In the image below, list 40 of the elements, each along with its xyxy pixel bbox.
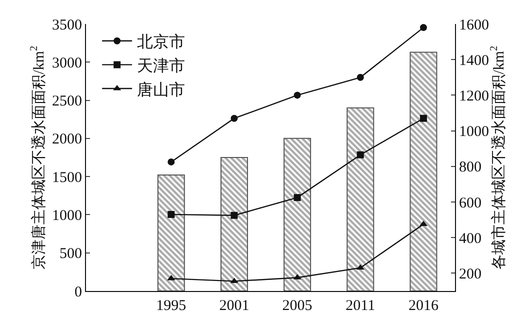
y2-tick-label: 1400 — [459, 52, 489, 69]
x-tick-label: 2005 — [282, 298, 312, 314]
point — [420, 114, 427, 122]
y2-tick-label: 1600 — [459, 17, 489, 34]
y-tick-label: 1000 — [52, 208, 82, 224]
point — [168, 210, 175, 218]
x-tick-label: 2001 — [219, 298, 250, 314]
y2-tick-label: 1000 — [459, 124, 489, 140]
x-tick-label: 1995 — [156, 298, 186, 314]
point — [294, 194, 301, 202]
bar — [220, 157, 248, 291]
bar — [410, 52, 438, 291]
y-tick-label: 1500 — [52, 170, 82, 186]
point — [230, 114, 238, 122]
y2-tick-label: 600 — [459, 195, 482, 212]
legend-label: 天津市 — [137, 56, 186, 75]
bar — [346, 107, 374, 291]
bar — [157, 174, 185, 291]
point — [294, 92, 301, 99]
y2-tick-label: 400 — [459, 230, 482, 247]
legend-label: 唐山市 — [137, 80, 186, 99]
y-tick-label: 0 — [74, 284, 82, 300]
point — [356, 264, 364, 270]
y2-tick-label: 200 — [459, 266, 482, 282]
point — [230, 212, 238, 219]
y-tick-label: 2500 — [52, 94, 82, 110]
y-tick-label: 3500 — [52, 17, 82, 34]
y2-tick-label: 1200 — [459, 88, 489, 104]
point — [168, 158, 175, 166]
x-tick-label: 2016 — [408, 298, 439, 314]
point — [356, 74, 364, 81]
point — [356, 151, 364, 158]
y-tick-label: 500 — [60, 246, 82, 262]
x-tick-label: 2011 — [346, 298, 376, 314]
y-tick-label: 2000 — [52, 132, 82, 148]
y2-tick-label: 800 — [459, 160, 482, 176]
legend-label: 北京市 — [137, 33, 186, 52]
y-tick-label: 3000 — [52, 55, 82, 72]
point — [420, 24, 427, 32]
bar — [284, 138, 312, 291]
